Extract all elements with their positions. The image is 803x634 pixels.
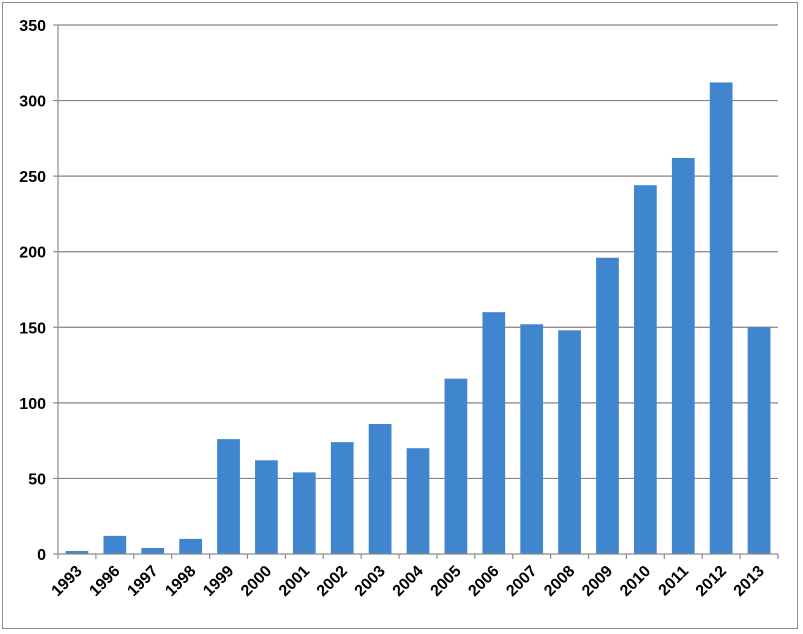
y-tick-label: 200	[19, 245, 46, 262]
bars	[65, 82, 771, 554]
bar	[179, 538, 202, 554]
x-tick-label: 2004	[390, 563, 427, 600]
x-tick-label: 2002	[314, 563, 351, 600]
x-tick-label: 2008	[541, 563, 578, 600]
x-tick-label: 2000	[238, 563, 275, 600]
bar	[482, 312, 506, 554]
bar	[292, 472, 316, 554]
gridlines	[58, 24, 778, 480]
bar	[596, 257, 619, 554]
x-tick-label: 1993	[49, 563, 86, 600]
y-tick-label: 100	[19, 396, 46, 413]
y-tick-label: 250	[19, 169, 46, 186]
x-tick-label: 2009	[579, 563, 616, 600]
y-tick-label: 0	[37, 547, 46, 564]
x-tick-label: 2005	[428, 563, 465, 600]
x-tick-label: 2011	[656, 563, 693, 600]
bar	[217, 439, 240, 554]
bar	[368, 424, 392, 554]
x-tick-label: 2010	[617, 563, 654, 600]
bar	[634, 185, 657, 554]
x-tick-label: 2001	[276, 563, 313, 600]
x-tick-label: 2012	[693, 563, 730, 600]
x-tick-label: 1999	[200, 563, 237, 600]
y-tick-label: 350	[19, 18, 46, 35]
bar	[141, 547, 165, 554]
bar	[330, 442, 354, 554]
y-tick-label: 300	[19, 94, 46, 111]
bar	[65, 550, 89, 554]
y-tick-labels: 0 50 100 150 200 250 300 350	[19, 18, 46, 564]
x-tick-label: 2013	[731, 563, 768, 600]
x-tick-label: 1996	[86, 563, 123, 600]
x-tick-label: 1997	[124, 563, 161, 600]
bar	[747, 327, 771, 554]
bar	[558, 330, 581, 554]
axes	[53, 24, 779, 559]
y-tick-label: 150	[19, 320, 46, 337]
x-tick-labels: 1993 1996 1997 1998 1999 2000 2001 2002 2003 2004…	[49, 563, 768, 600]
bar	[255, 460, 278, 554]
x-tick-label: 2006	[465, 563, 502, 600]
bar	[406, 448, 430, 554]
x-tick-label: 2007	[503, 563, 540, 600]
bar	[709, 82, 733, 554]
bar	[520, 324, 544, 554]
y-tick-label: 50	[28, 471, 46, 488]
bar	[671, 158, 695, 554]
bar	[103, 535, 127, 554]
x-tick-label: 2003	[352, 563, 389, 600]
x-tick-label: 1998	[162, 563, 199, 600]
bar	[444, 378, 468, 554]
